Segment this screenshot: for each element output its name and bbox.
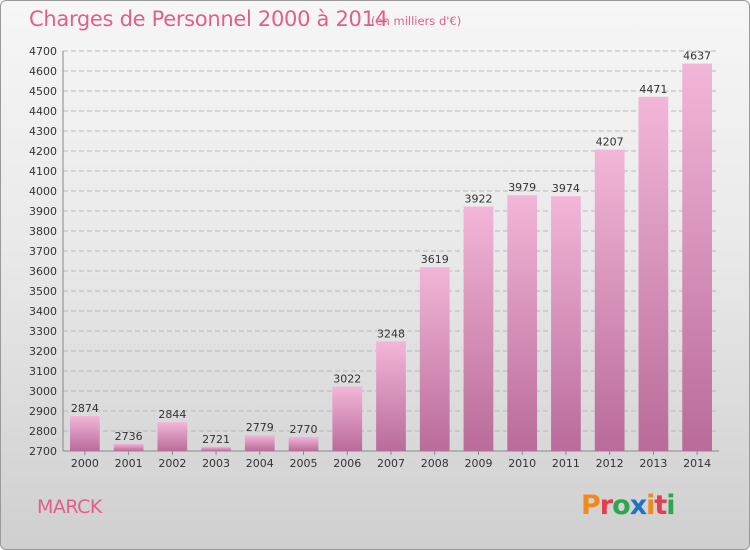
bar [157,422,188,451]
x-tick-label: 2002 [158,457,186,470]
x-tick-label: 2004 [246,457,274,470]
bar [113,443,144,451]
bar [288,437,319,451]
x-tick-label: 2003 [202,457,230,470]
y-tick-label: 3200 [29,345,57,358]
data-label: 4637 [683,50,711,63]
bar [682,63,713,451]
x-tick-label: 2000 [71,457,99,470]
y-tick-label: 4400 [29,105,57,118]
y-tick-label: 3900 [29,205,57,218]
data-label: 3248 [377,327,405,340]
logo-letter: t [654,490,667,521]
x-tick-label: 2006 [333,457,361,470]
x-tick-label: 2013 [639,457,667,470]
x-tick-label: 2005 [290,457,318,470]
data-label: 3922 [464,193,492,206]
data-label: 3619 [421,253,449,266]
y-tick-label: 3100 [29,365,57,378]
bar [551,196,581,451]
bar [201,446,231,451]
y-tick-label: 3700 [29,245,57,258]
bar [507,195,538,451]
y-tick-label: 2900 [29,405,57,418]
logo-letter: o [612,490,631,521]
x-tick-label: 2011 [552,457,580,470]
bar [376,341,406,451]
x-tick-label: 2009 [464,457,492,470]
y-tick-label: 3500 [29,285,57,298]
y-tick-label: 4000 [29,185,57,198]
y-tick-label: 3800 [29,225,57,238]
y-tick-label: 4200 [29,145,57,158]
bar [463,206,494,451]
chart-subtitle: (en milliers d'€) [371,14,462,28]
proxiti-logo: Proxiti [581,490,676,521]
y-tick-label: 4300 [29,125,57,138]
chart-title: Charges de Personnel 2000 à 2014 [29,7,388,31]
data-label: 4471 [639,83,667,96]
bar [594,149,625,451]
x-tick-label: 2007 [377,457,405,470]
data-label: 3979 [508,181,536,194]
y-tick-label: 4100 [29,165,57,178]
x-tick-label: 2008 [421,457,449,470]
bar [419,267,450,451]
data-label: 2874 [71,402,99,415]
x-tick-label: 2001 [115,457,143,470]
y-tick-label: 4500 [29,85,57,98]
data-label: 2770 [290,423,318,436]
data-label: 3974 [552,182,580,195]
y-tick-label: 3000 [29,385,57,398]
bar [638,96,669,452]
logo-letter: i [666,490,675,521]
y-tick-label: 2700 [29,445,57,458]
y-tick-label: 3600 [29,265,57,278]
data-label: 4207 [596,136,624,149]
bar [69,416,100,451]
bar [244,435,275,451]
data-label: 2779 [246,421,274,434]
data-label: 2721 [202,433,230,446]
logo-letter: x [629,490,647,521]
x-tick-label: 2010 [508,457,536,470]
x-tick-label: 2012 [596,457,624,470]
bar [332,386,363,451]
logo-letter: r [599,490,613,521]
y-tick-label: 2800 [29,425,57,438]
x-tick-label: 2014 [683,457,711,470]
y-tick-label: 3400 [29,305,57,318]
logo-letter: P [581,490,601,521]
data-label: 2736 [115,430,143,443]
commune-name: MARCK [37,496,102,518]
logo-letter: i [646,490,655,521]
y-tick-label: 3300 [29,325,57,338]
data-label: 3022 [333,373,361,386]
y-tick-label: 4700 [29,45,57,58]
y-tick-label: 4600 [29,65,57,78]
data-label: 2844 [158,408,186,421]
